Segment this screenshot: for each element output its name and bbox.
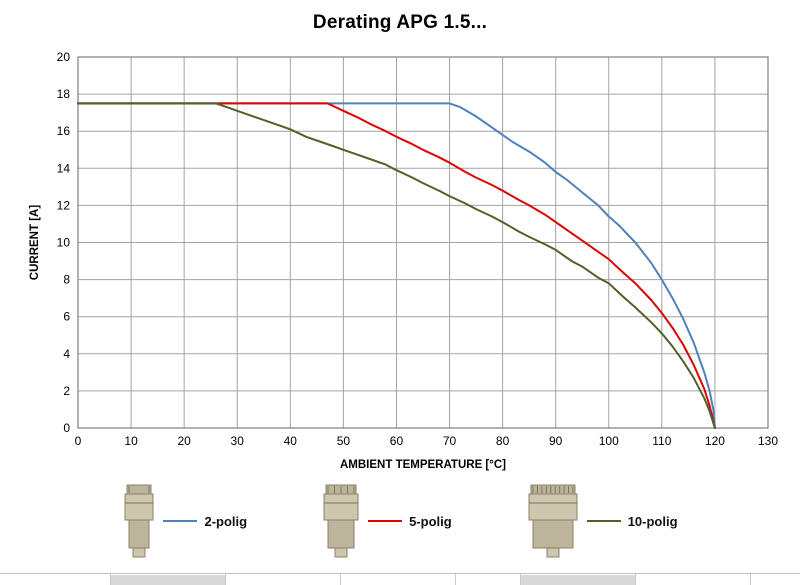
chart-title: Derating APG 1.5... <box>312 12 488 33</box>
y-tick-label: 12 <box>57 198 71 212</box>
connector-5polig-image <box>323 484 359 558</box>
x-tick-label: 60 <box>390 434 404 448</box>
legend-item-5-polig: 5-polig <box>321 482 452 560</box>
x-tick-label: 90 <box>549 434 563 448</box>
x-tick-label: 50 <box>337 434 351 448</box>
y-tick-label: 6 <box>63 310 70 324</box>
y-tick-label: 16 <box>57 124 71 138</box>
legend: 2-polig 5-polig 10-polig <box>0 482 800 560</box>
y-tick-label: 10 <box>57 236 71 250</box>
x-tick-label: 70 <box>443 434 457 448</box>
sheet-cell-border <box>750 574 751 585</box>
y-tick-label: 8 <box>63 273 70 287</box>
connector-10polig-image <box>528 484 578 558</box>
plot-border <box>77 56 769 429</box>
x-tick-label: 40 <box>284 434 298 448</box>
legend-label: 10-polig <box>627 513 678 529</box>
sheet-cell-border <box>225 574 226 585</box>
sheet-cell-shaded <box>521 575 635 585</box>
series-line-2-polig <box>77 102 716 429</box>
x-tick-label: 80 <box>496 434 510 448</box>
x-axis-title: AMBIENT TEMPERATURE [°C] <box>340 459 506 471</box>
x-tick-label: 110 <box>652 434 671 448</box>
y-tick-label: 18 <box>57 87 71 101</box>
x-tick-label: 30 <box>231 434 245 448</box>
x-tick-label: 20 <box>177 434 191 448</box>
x-tick-label: 10 <box>124 434 138 448</box>
y-tick-label: 4 <box>63 347 70 361</box>
x-tick-label: 0 <box>75 434 82 448</box>
series-line-10-polig <box>77 102 716 429</box>
y-tick-label: 14 <box>57 161 71 175</box>
legend-line-2-polig <box>163 520 198 522</box>
sheet-cell-border <box>635 574 636 585</box>
derating-chart: 0 10 20 30 40 50 60 70 80 90 100 110 120 130 0 2 4 6 8 10 12… <box>29 50 778 471</box>
legend-line-5-polig <box>368 520 403 522</box>
x-tick-label: 100 <box>599 434 619 448</box>
sheet-cell-border <box>110 574 111 585</box>
series-line-5-polig <box>77 102 716 429</box>
y-axis-title: CURRENT [A] <box>29 205 41 281</box>
x-tick-label: 120 <box>705 434 725 448</box>
sheet-cell-border <box>520 574 521 585</box>
y-tick-label: 2 <box>63 384 70 398</box>
legend-label: 5-polig <box>409 513 452 529</box>
legend-line-10-polig <box>586 520 621 522</box>
legend-item-2-polig: 2-polig <box>122 482 247 560</box>
sheet-cell-border <box>340 574 341 585</box>
sheet-cell-shaded <box>111 575 225 585</box>
sheet-cell-border <box>455 574 456 585</box>
legend-label: 2-polig <box>204 513 248 529</box>
connector-2polig-image <box>124 484 154 558</box>
y-tick-label: 0 <box>63 421 70 435</box>
spreadsheet-row-strip <box>0 573 800 585</box>
legend-item-10-polig: 10-polig <box>526 482 678 560</box>
y-tick-label: 20 <box>57 50 71 64</box>
x-tick-label: 130 <box>758 434 778 448</box>
